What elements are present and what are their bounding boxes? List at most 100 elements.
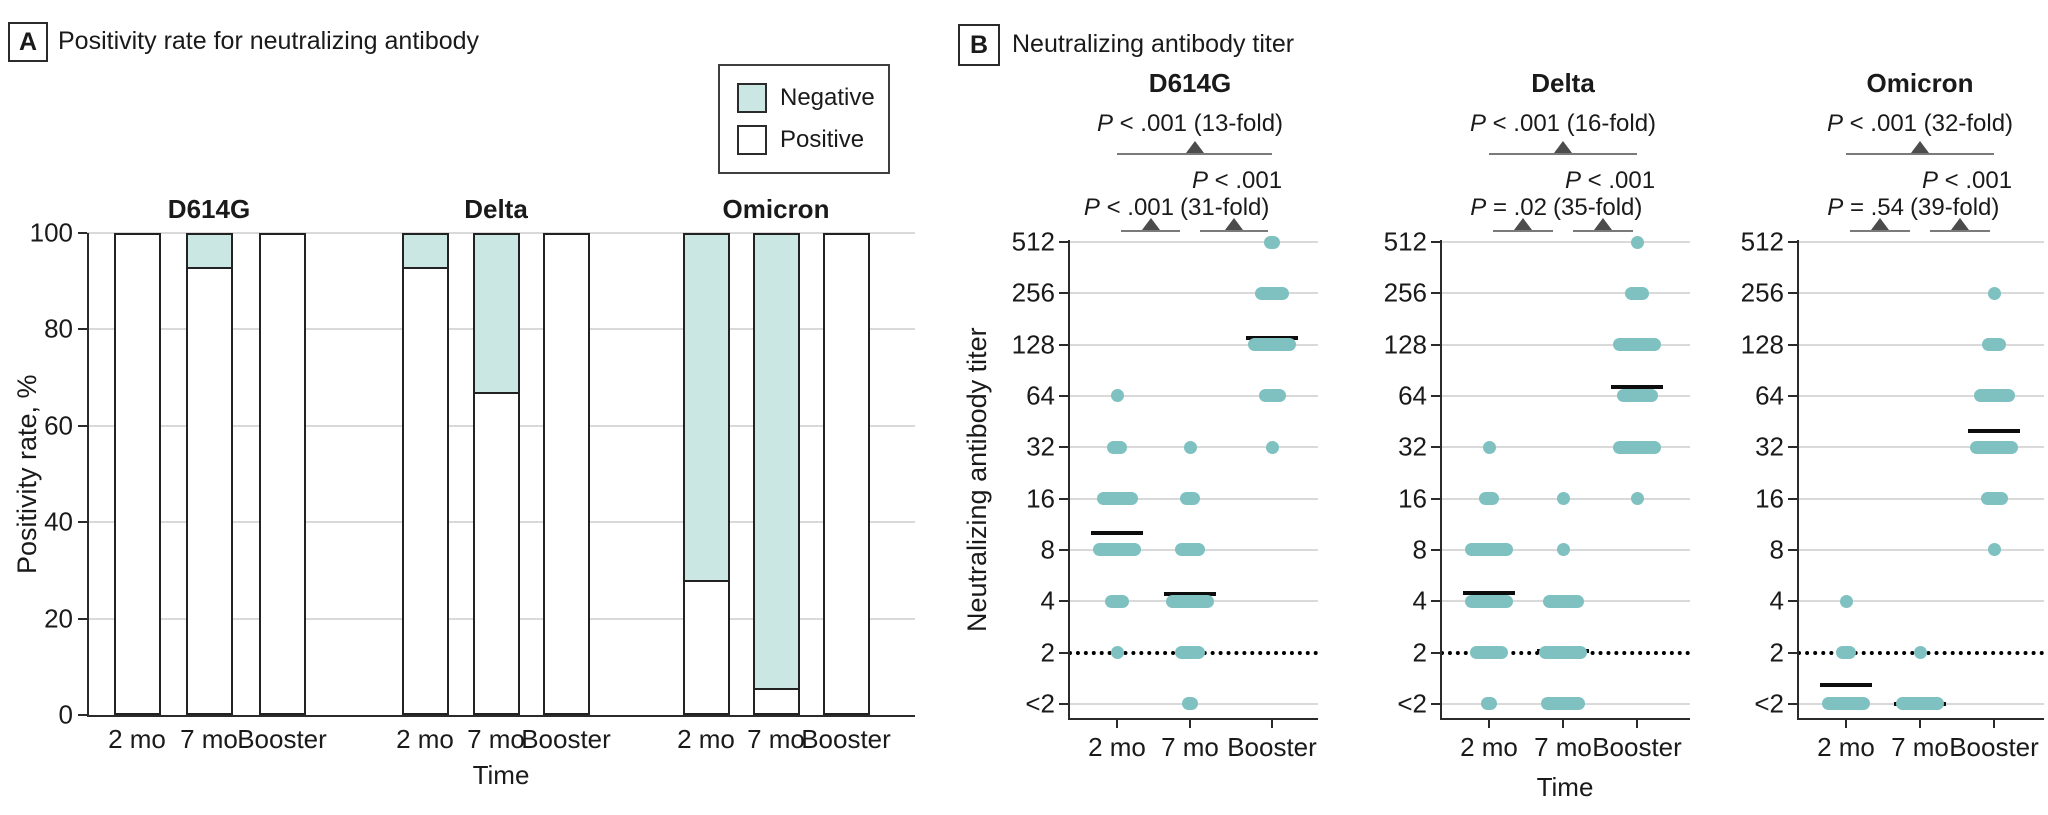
y-tick <box>1431 394 1440 397</box>
y-tick-label: 8 <box>1412 534 1427 565</box>
bar <box>753 233 800 715</box>
bar <box>473 233 520 715</box>
y-tick <box>1788 651 1797 654</box>
x-tick <box>1845 720 1847 728</box>
dot-cluster <box>1479 492 1499 506</box>
sig-bracket-long <box>1117 153 1272 155</box>
bar <box>543 233 590 715</box>
p-right-label: P < .001 <box>1192 167 1283 194</box>
y-tick-label: <2 <box>1025 688 1055 719</box>
variant-title: Delta <box>1531 68 1595 98</box>
gridline <box>1797 394 2044 397</box>
dot-cluster <box>1480 697 1498 711</box>
bar-negative-segment <box>404 235 447 269</box>
y-tick <box>1431 497 1440 500</box>
y-tick <box>78 521 87 524</box>
variant-group-title: Omicron <box>722 194 830 224</box>
dot-cluster <box>1980 492 2008 506</box>
x-tick-label: 7 mo <box>1891 732 1949 762</box>
x-tick <box>1271 720 1273 728</box>
bracket-arrow-icon <box>1514 218 1532 230</box>
y-tick-label: 512 <box>1011 226 1055 257</box>
y-tick <box>78 424 87 427</box>
y-tick <box>1059 394 1068 397</box>
y-tick <box>1788 600 1797 603</box>
p-right-label: P < .001 <box>1565 167 1656 194</box>
x-tick <box>1488 720 1490 728</box>
y-tick-label: 8 <box>1040 534 1055 565</box>
bar <box>402 233 449 715</box>
y-tick-label: 512 <box>1383 226 1427 257</box>
x-tick <box>1636 720 1638 728</box>
dot-cluster <box>1630 235 1644 249</box>
y-tick <box>1059 702 1068 705</box>
bracket-arrow-icon <box>1911 141 1929 153</box>
x-tick-label: 7 mo <box>180 724 238 754</box>
legend-label-positive: Positive <box>780 126 865 153</box>
sig-bracket-right <box>1200 230 1268 232</box>
gridline <box>1797 446 2044 449</box>
mean-line <box>1820 682 1872 687</box>
y-tick <box>1059 651 1068 654</box>
gridline <box>1440 394 1690 397</box>
dot-cluster <box>1258 389 1286 403</box>
x-tick-label: 2 mo <box>108 724 166 754</box>
y-tick-label: 16 <box>1026 483 1055 514</box>
legend: Negative Positive <box>718 64 890 174</box>
y-tick-label: 256 <box>1740 277 1784 308</box>
dot-cluster <box>1255 286 1289 300</box>
y-tick-label: 0 <box>58 699 73 730</box>
y-tick <box>78 232 87 234</box>
bar-negative-segment <box>755 235 798 690</box>
variant-title: Omicron <box>1866 68 1974 98</box>
dot-cluster <box>1913 646 1927 660</box>
bracket-arrow-icon <box>1554 141 1572 153</box>
x-axis <box>1068 718 1318 720</box>
x-tick-label: 2 mo <box>1460 732 1518 762</box>
bracket-arrow-icon <box>1225 218 1243 230</box>
x-tick <box>1993 720 1995 728</box>
y-tick-label: 512 <box>1740 226 1784 257</box>
variant-group-title: D614G <box>167 194 251 224</box>
p-right-fold-label: (39-fold) <box>1910 194 2000 221</box>
y-axis <box>1068 240 1070 720</box>
y-tick-label: <2 <box>1397 688 1427 719</box>
dot-cluster <box>1110 646 1124 660</box>
gridline <box>1068 241 1318 243</box>
negative-swatch-icon <box>737 83 767 113</box>
y-tick-label: 128 <box>1383 329 1427 360</box>
dot-cluster <box>1625 286 1649 300</box>
sig-bracket-left <box>1493 230 1553 232</box>
y-tick-label: <2 <box>1754 688 1784 719</box>
x-tick-label: 7 mo <box>467 724 525 754</box>
dot-cluster <box>1839 594 1853 608</box>
y-tick <box>1059 241 1068 243</box>
y-tick-label: 8 <box>1769 534 1784 565</box>
y-tick <box>1788 241 1797 243</box>
y-tick <box>1788 548 1797 551</box>
dot-cluster <box>1616 389 1658 403</box>
panel-b-title: Neutralizing antibody titer <box>1012 30 1295 58</box>
dot-cluster <box>1896 697 1944 711</box>
y-tick-label: 64 <box>1398 380 1427 411</box>
y-tick-label: 80 <box>44 313 73 344</box>
y-tick <box>78 617 87 620</box>
y-tick-label: 128 <box>1740 329 1784 360</box>
dot-cluster <box>1183 440 1197 454</box>
y-tick-label: 64 <box>1755 380 1784 411</box>
gridline <box>1440 343 1690 346</box>
y-tick-label: 60 <box>44 410 73 441</box>
gridline <box>1068 394 1318 397</box>
gridline <box>1068 343 1318 346</box>
x-tick-label: 2 mo <box>396 724 454 754</box>
y-tick <box>1431 446 1440 449</box>
y-tick-label: 16 <box>1398 483 1427 514</box>
y-tick <box>1431 292 1440 295</box>
p-left-label: P < .001 <box>1083 194 1174 221</box>
bracket-arrow-icon <box>1141 218 1160 230</box>
y-tick <box>1431 241 1440 243</box>
y-tick-label: 2 <box>1412 637 1427 668</box>
p-overall-label: P < .001 (13-fold) <box>1096 110 1284 137</box>
gridline <box>1797 497 2044 500</box>
